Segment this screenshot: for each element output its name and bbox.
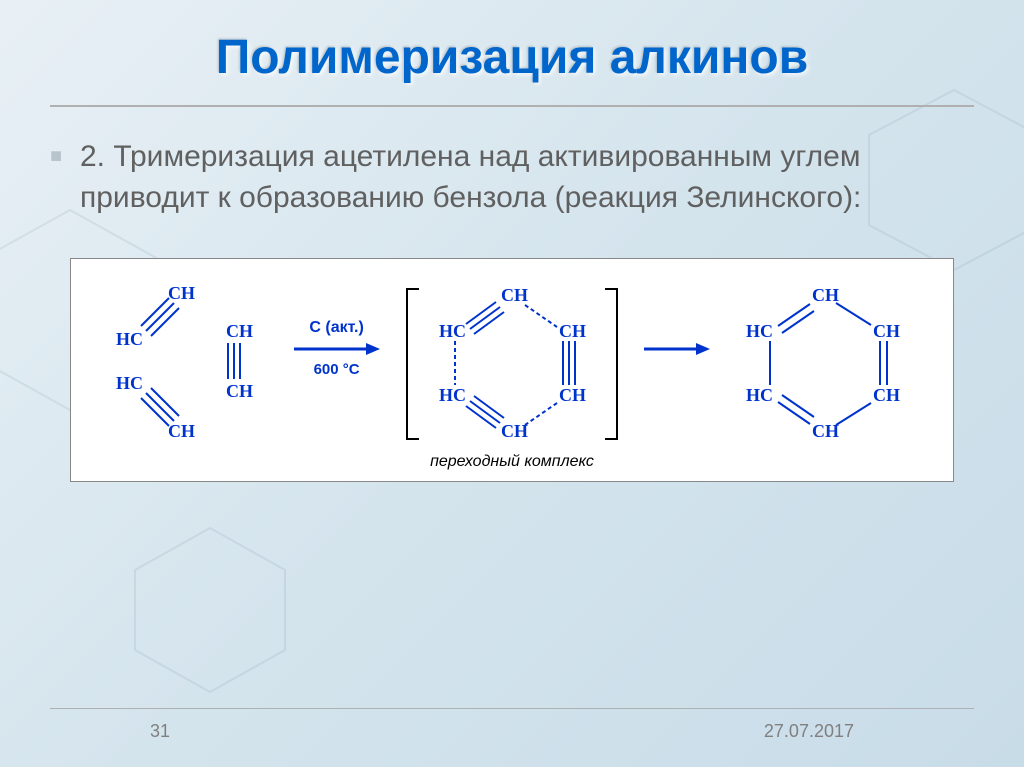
svg-text:HC: HC <box>116 373 143 393</box>
svg-text:HC: HC <box>746 385 773 405</box>
transition-complex: CH CH CH CH HC HC <box>397 279 627 449</box>
intermediate-caption: переходный комплекс <box>430 453 594 471</box>
reaction-arrow-1: С (акт.) 600 °С <box>287 279 387 378</box>
svg-text:CH: CH <box>873 385 900 405</box>
svg-text:CH: CH <box>559 321 586 341</box>
slide-container: Полимеризация алкинов 2. Тримеризация ац… <box>0 0 1024 767</box>
arrow-condition-top: С (акт.) <box>309 319 363 337</box>
arrow-1-svg <box>292 339 382 359</box>
svg-text:CH: CH <box>501 421 528 441</box>
benzene: CH CH CH CH HC HC <box>728 279 918 449</box>
svg-text:CH: CH <box>168 283 195 303</box>
product-benzene: CH CH CH CH HC HC <box>728 279 918 449</box>
svg-text:CH: CH <box>873 321 900 341</box>
three-acetylene: CH HC CH CH HC CH <box>106 279 276 449</box>
arrow-2-svg <box>642 339 712 359</box>
svg-text:CH: CH <box>501 285 528 305</box>
svg-text:HC: HC <box>746 321 773 341</box>
intermediate: CH CH CH CH HC HC <box>397 279 627 471</box>
svg-text:HC: HC <box>116 329 143 349</box>
reaction-scheme: CH HC CH CH HC CH С (акт.) <box>70 258 954 482</box>
svg-text:CH: CH <box>812 421 839 441</box>
svg-text:HC: HC <box>439 321 466 341</box>
svg-text:CH: CH <box>226 381 253 401</box>
svg-text:HC: HC <box>439 385 466 405</box>
reactants: CH HC CH CH HC CH <box>106 279 276 449</box>
svg-text:CH: CH <box>168 421 195 441</box>
svg-text:CH: CH <box>226 321 253 341</box>
arrow-condition-bot: 600 °С <box>314 361 360 378</box>
svg-text:CH: CH <box>812 285 839 305</box>
footer: 31 27.07.2017 <box>50 708 974 742</box>
slide-number: 31 <box>150 721 170 742</box>
reaction-arrow-2 <box>637 279 717 359</box>
slide-date: 27.07.2017 <box>764 721 854 742</box>
svg-text:CH: CH <box>559 385 586 405</box>
body-text: 2. Тримеризация ацетилена над активирова… <box>50 137 974 218</box>
slide-title: Полимеризация алкинов <box>50 30 974 107</box>
